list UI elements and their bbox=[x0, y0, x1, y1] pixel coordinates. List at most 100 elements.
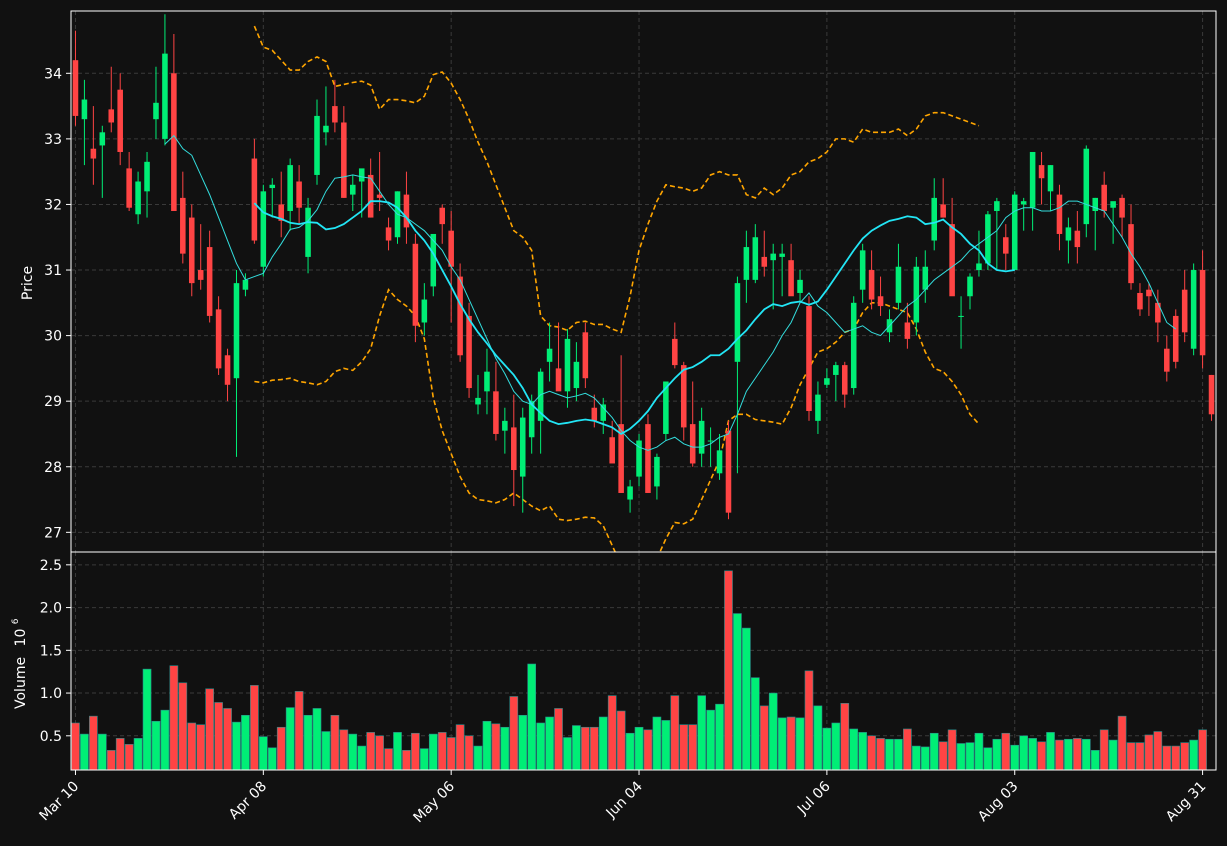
volume-bar bbox=[885, 738, 894, 771]
price-plot-area bbox=[71, 11, 1216, 552]
volume-bar bbox=[223, 708, 232, 771]
candle-body bbox=[815, 394, 821, 421]
volume-bar bbox=[1117, 715, 1127, 771]
candle-body bbox=[484, 371, 490, 392]
candle-body bbox=[224, 355, 231, 385]
candle-body bbox=[188, 217, 195, 284]
volume-bar bbox=[71, 722, 80, 771]
volume-bar bbox=[348, 733, 358, 771]
candle-body bbox=[1003, 237, 1009, 254]
volume-bar bbox=[983, 747, 993, 771]
candle-body bbox=[1146, 289, 1152, 297]
price-tick-label: 27 bbox=[44, 525, 62, 541]
candle-body bbox=[877, 296, 884, 307]
candle-body bbox=[99, 132, 106, 146]
volume-bar bbox=[80, 733, 89, 771]
volume-bar bbox=[849, 728, 859, 771]
volume-bar bbox=[831, 722, 841, 771]
moving-averages bbox=[164, 134, 1177, 451]
volume-bar bbox=[697, 695, 706, 771]
volume-bar bbox=[947, 729, 957, 771]
volume-axis-unit: 10 bbox=[13, 629, 29, 647]
candle-body bbox=[985, 214, 991, 264]
candle-body bbox=[707, 440, 714, 442]
moving-average-short-line bbox=[164, 134, 1177, 451]
candle-body bbox=[788, 260, 794, 297]
candle-body bbox=[940, 204, 946, 218]
volume-bar bbox=[1019, 735, 1029, 771]
volume-bar bbox=[974, 732, 984, 771]
candle-body bbox=[296, 181, 302, 208]
volume-bar bbox=[938, 741, 948, 771]
volume-bar bbox=[616, 710, 626, 771]
volume-bar bbox=[1090, 750, 1100, 771]
price-tick-label: 29 bbox=[44, 394, 62, 410]
moving-average-long-line bbox=[253, 200, 1015, 436]
candle-body bbox=[1164, 348, 1170, 372]
candle-body bbox=[323, 125, 329, 133]
volume-bar bbox=[384, 748, 393, 771]
candlesticks bbox=[72, 14, 1215, 520]
candle-body bbox=[537, 371, 544, 421]
volume-bars bbox=[71, 570, 1207, 771]
volume-bar bbox=[1081, 738, 1091, 771]
volume-bar bbox=[652, 716, 662, 771]
volume-bar bbox=[992, 738, 1002, 771]
candle-body bbox=[305, 207, 311, 257]
candle-body bbox=[868, 270, 875, 300]
candle-body bbox=[430, 233, 437, 287]
candle-body bbox=[1119, 197, 1125, 218]
candle-body bbox=[976, 263, 982, 271]
volume-bar bbox=[518, 714, 528, 771]
volume-bar bbox=[920, 746, 930, 771]
candle-body bbox=[108, 109, 115, 123]
volume-axis-label-text: Volume bbox=[13, 657, 29, 709]
candle-body bbox=[502, 420, 508, 431]
candle-body bbox=[376, 194, 383, 198]
volume-bar bbox=[536, 722, 545, 771]
candle-body bbox=[725, 430, 732, 513]
bollinger-bands bbox=[253, 25, 980, 552]
candle-body bbox=[1137, 292, 1143, 310]
candle-body bbox=[1208, 374, 1215, 415]
volume-bar bbox=[804, 670, 814, 771]
candle-body bbox=[511, 427, 517, 471]
volume-bar bbox=[706, 709, 715, 771]
candle-body bbox=[493, 391, 499, 434]
candle-body bbox=[215, 309, 222, 369]
volume-bar bbox=[688, 724, 698, 771]
candle-body bbox=[475, 397, 481, 405]
volume-bar bbox=[428, 733, 438, 771]
candle-body bbox=[135, 181, 141, 215]
volume-bar bbox=[1028, 738, 1037, 771]
volume-bar bbox=[795, 717, 805, 771]
volume-bar bbox=[1180, 742, 1190, 771]
candle-body bbox=[850, 302, 857, 389]
candle-body bbox=[332, 106, 338, 123]
volume-bar bbox=[294, 691, 304, 771]
candle-body bbox=[618, 424, 624, 493]
volume-bar bbox=[402, 750, 411, 771]
candle-body bbox=[251, 158, 258, 241]
candle-body bbox=[994, 201, 1000, 212]
candle-body bbox=[654, 456, 660, 487]
candle-body bbox=[1190, 270, 1197, 349]
x-tick-label: Jun 04 bbox=[603, 778, 646, 821]
volume-bar bbox=[411, 732, 420, 771]
volume-bar bbox=[115, 738, 125, 771]
volume-bar bbox=[285, 707, 295, 771]
candle-body bbox=[1038, 165, 1045, 179]
x-tick-label: Apr 08 bbox=[226, 779, 270, 823]
candle-body bbox=[1083, 148, 1090, 225]
volume-bar bbox=[196, 724, 206, 771]
volume-bar bbox=[178, 682, 188, 771]
candle-body bbox=[591, 407, 598, 421]
volume-bar bbox=[545, 716, 554, 771]
candle-body bbox=[72, 60, 79, 116]
volume-bar bbox=[679, 724, 689, 771]
volume-bar bbox=[527, 663, 537, 771]
volume-bar bbox=[1135, 742, 1145, 771]
candle-body bbox=[779, 253, 785, 257]
volume-bar bbox=[625, 732, 635, 771]
